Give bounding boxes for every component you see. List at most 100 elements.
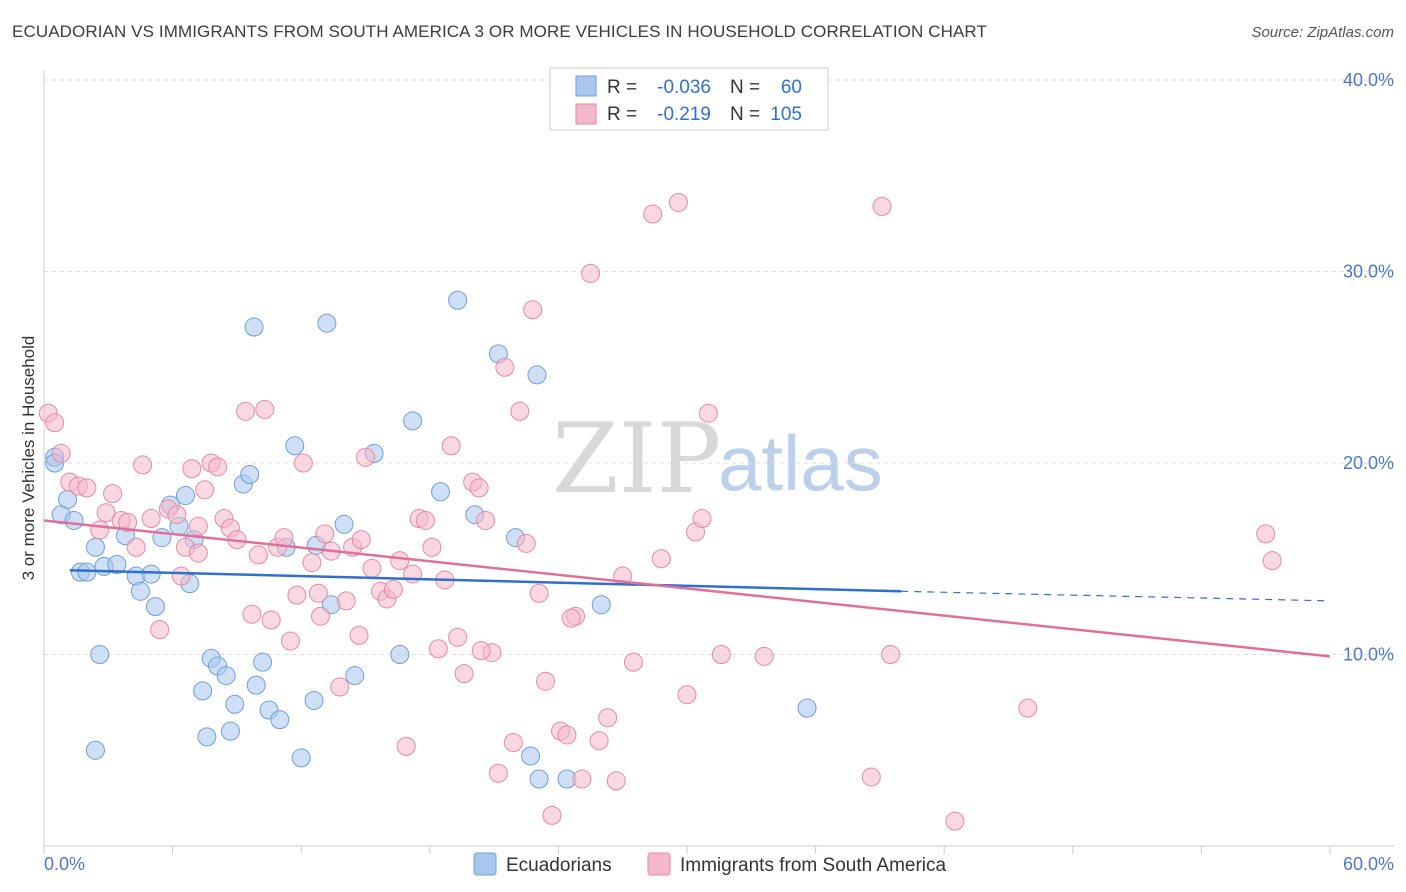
y-tick-labels: 10.0% 20.0% 30.0% 40.0%: [1343, 70, 1394, 665]
data-point: [561, 608, 581, 628]
bottom-legend-swatch-immigrants: [647, 852, 671, 876]
data-point: [280, 631, 300, 651]
data-point: [488, 763, 508, 783]
data-point: [197, 727, 217, 747]
data-point: [285, 436, 305, 456]
data-point: [471, 641, 491, 661]
data-point: [175, 486, 195, 506]
data-point: [448, 627, 468, 647]
data-point: [476, 510, 496, 530]
data-point: [536, 671, 556, 691]
data-point: [103, 484, 123, 504]
legend-swatch-immigrants: [575, 103, 597, 125]
legend-r-label-1: R =: [607, 104, 637, 125]
data-point: [668, 193, 688, 213]
data-point: [126, 537, 146, 557]
data-point: [510, 401, 530, 421]
y-tick-label: 10.0%: [1343, 645, 1394, 665]
data-point: [557, 725, 577, 745]
data-point: [872, 196, 892, 216]
x-tick-label-max: 60.0%: [1343, 854, 1394, 874]
x-tick-label-min: 0.0%: [44, 854, 85, 874]
data-point: [293, 453, 313, 473]
data-point: [345, 666, 365, 686]
data-point: [195, 480, 215, 500]
data-point: [248, 545, 268, 565]
data-point: [261, 610, 281, 630]
axes: [43, 70, 1394, 847]
data-point: [118, 512, 138, 532]
data-point: [396, 736, 416, 756]
data-point: [130, 581, 150, 601]
legend-n-label-0: N =: [730, 77, 760, 98]
data-point: [581, 263, 601, 283]
data-point: [529, 769, 549, 789]
data-point: [287, 585, 307, 605]
data-point: [51, 443, 71, 463]
data-point: [255, 399, 275, 419]
data-point: [711, 645, 731, 664]
y-tick-label: 30.0%: [1343, 262, 1394, 282]
legend-n-label-1: N =: [730, 104, 760, 125]
data-point: [503, 733, 523, 753]
data-point: [317, 313, 337, 333]
data-point: [651, 549, 671, 569]
data-point: [336, 591, 356, 611]
data-point: [390, 551, 410, 571]
legend-r-value-0: -0.036: [657, 77, 711, 98]
data-point: [428, 639, 448, 659]
data-point: [454, 664, 474, 684]
legend-r-value-1: -0.219: [657, 104, 711, 125]
bottom-legend-label-immigrants: Immigrants from South America: [680, 855, 947, 876]
data-point: [572, 769, 592, 789]
data-point: [216, 666, 236, 686]
data-point: [334, 514, 354, 534]
data-point: [133, 455, 153, 475]
legend-n-value-1: 105: [770, 104, 802, 125]
data-point: [45, 413, 65, 433]
data-point: [315, 524, 335, 544]
data-point: [403, 411, 423, 431]
data-point: [167, 505, 187, 525]
data-point: [85, 537, 105, 557]
data-point: [90, 645, 110, 664]
data-point: [542, 805, 562, 825]
legend-r-label-0: R =: [607, 77, 637, 98]
data-point: [356, 447, 375, 467]
y-tick-label: 40.0%: [1343, 70, 1394, 90]
data-point: [182, 459, 202, 479]
data-point: [244, 317, 264, 337]
data-point: [416, 510, 436, 530]
data-point: [242, 604, 262, 624]
data-point: [310, 606, 330, 626]
data-point: [1018, 698, 1038, 718]
legend-box: R = -0.036 N = 60 R = -0.219 N = 105: [549, 67, 829, 131]
data-point: [881, 645, 901, 664]
data-point: [240, 464, 260, 484]
data-point: [64, 510, 84, 530]
data-point: [291, 748, 311, 768]
data-point: [302, 553, 322, 573]
data-point: [945, 811, 965, 831]
data-point: [235, 401, 255, 421]
data-point: [527, 365, 547, 385]
bottom-legend-swatch-ecuadorians: [473, 852, 497, 876]
bottom-legend: Ecuadorians Immigrants from South Americ…: [473, 852, 947, 876]
data-point: [403, 564, 423, 584]
data-point: [598, 708, 618, 728]
data-point: [171, 566, 191, 586]
legend-swatch-ecuadorians: [575, 75, 597, 97]
data-point: [349, 625, 369, 645]
data-point: [150, 620, 170, 640]
data-point: [1256, 524, 1276, 544]
data-point: [141, 509, 161, 529]
trend-line-ecuadorians-extension: [901, 590, 1331, 602]
data-point: [861, 767, 881, 787]
data-point: [589, 731, 609, 751]
data-point: [1262, 551, 1282, 571]
data-point: [77, 562, 97, 582]
gridlines: [44, 79, 1394, 655]
data-point: [692, 509, 712, 529]
x-ticks: [43, 846, 1331, 854]
